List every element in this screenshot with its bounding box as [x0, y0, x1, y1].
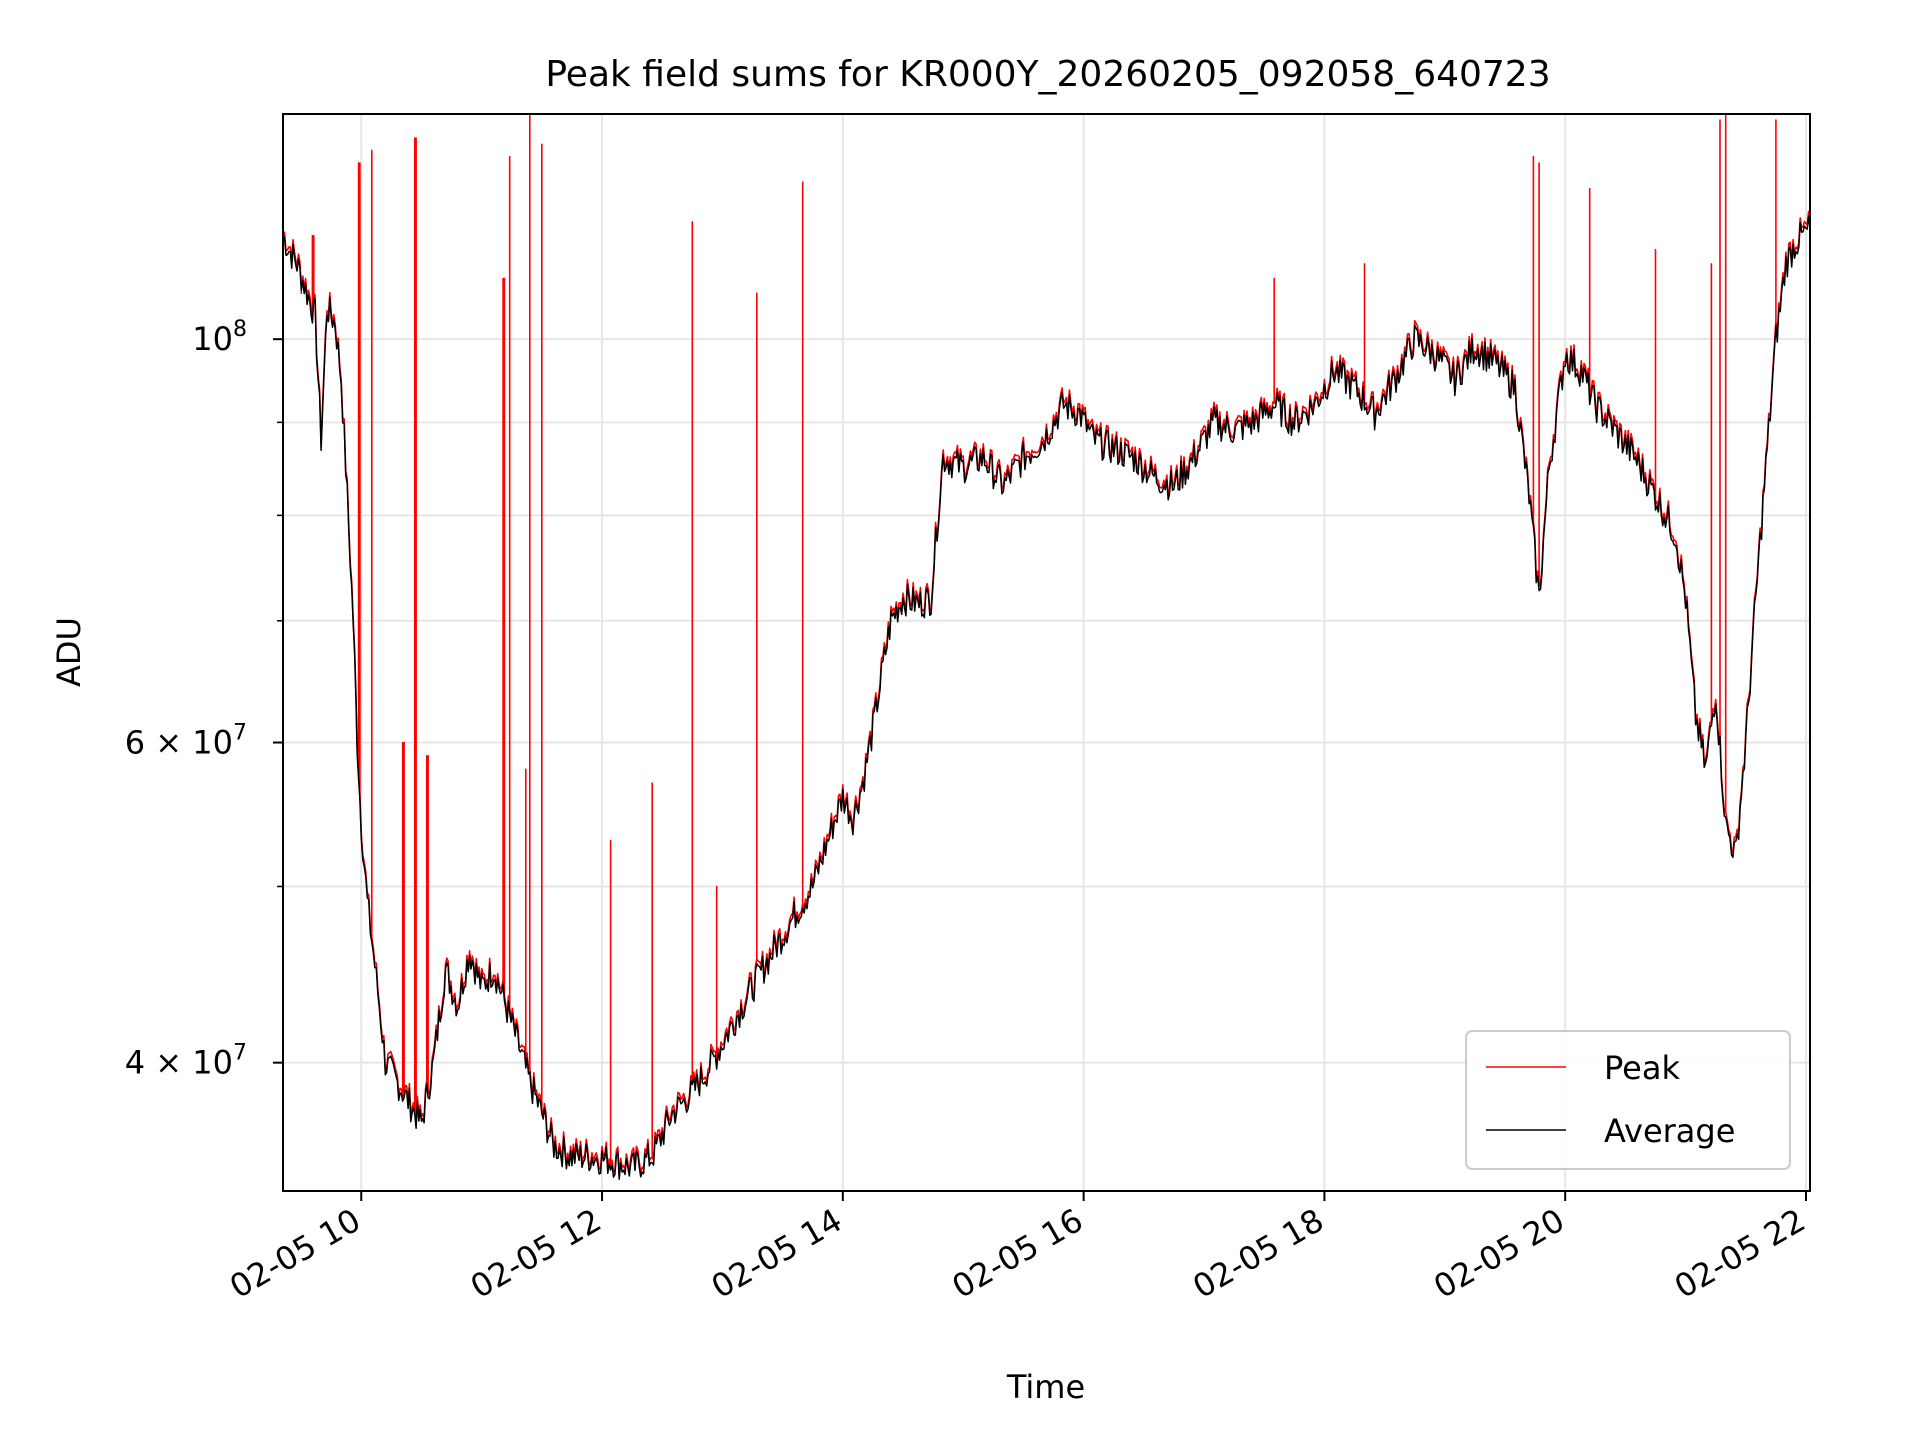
x-axis-label: Time	[1006, 1368, 1085, 1406]
legend: Peak Average	[1465, 1030, 1791, 1170]
y-tick-label: 4 × 107	[125, 1041, 247, 1082]
legend-box	[1465, 1030, 1791, 1170]
legend-label-average: Average	[1604, 1112, 1735, 1150]
y-tick-label: 108	[192, 317, 247, 358]
x-tick-label: 02-05 10	[223, 1201, 367, 1306]
legend-label-peak: Peak	[1604, 1049, 1680, 1087]
series-group	[283, 114, 1810, 1180]
plot-area	[283, 114, 1810, 1180]
y-axis-ticks: 4 × 107 6 × 107 108	[125, 317, 283, 1082]
x-tick-label: 02-05 20	[1427, 1201, 1571, 1306]
grid	[283, 114, 1810, 1191]
chart-title: Peak field sums for KR000Y_20260205_0920…	[545, 54, 1550, 95]
series-line-average	[283, 215, 1810, 1180]
plot-frame	[282, 113, 1811, 1192]
x-tick-label: 02-05 16	[946, 1201, 1090, 1306]
y-axis-label: ADU	[50, 617, 88, 687]
x-tick-label: 02-05 14	[705, 1201, 849, 1306]
y-tick-label: 6 × 107	[125, 721, 247, 762]
x-tick-label: 02-05 18	[1186, 1201, 1330, 1306]
x-tick-label: 02-05 12	[464, 1201, 608, 1306]
x-axis-ticks: 02-05 10 02-05 12 02-05 14 02-05 16 02-05 18…	[223, 1191, 1812, 1306]
x-tick-label: 02-05 22	[1668, 1201, 1812, 1306]
